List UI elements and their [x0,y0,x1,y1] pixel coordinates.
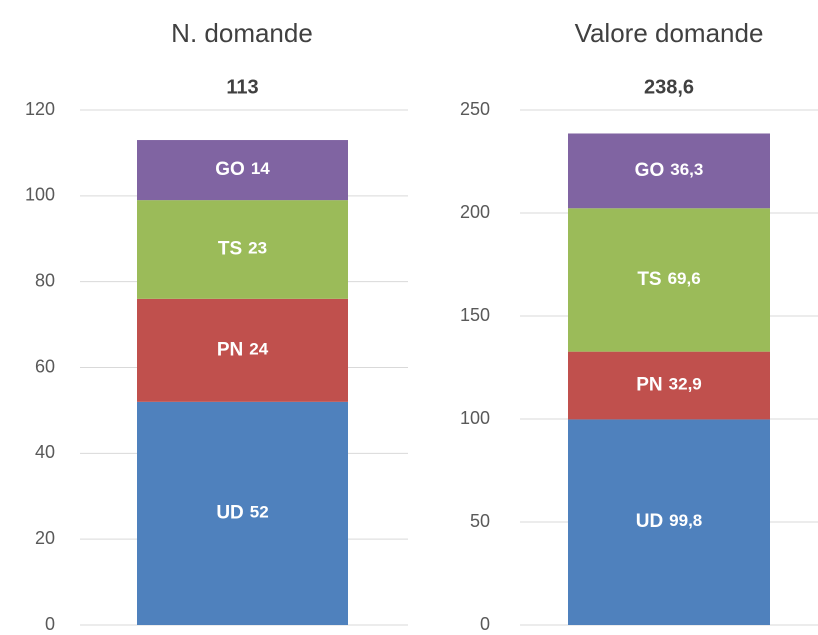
bar-segment [568,351,770,420]
y-tick-label: 250 [460,99,490,119]
total-label: 238,6 [644,76,694,98]
bar-segment [568,208,770,352]
bar-segment [137,140,348,201]
total-label: 113 [226,76,258,98]
data-label: GO 14 [215,159,270,180]
y-tick-label: 20 [35,528,55,548]
bar-segment [137,401,348,625]
bar-segment [137,298,348,402]
series-name: UD [216,502,243,523]
y-tick-label: 200 [460,202,490,222]
y-tick-label: 100 [25,185,55,205]
value-label: 99,8 [669,512,702,531]
y-tick-label: 40 [35,442,55,462]
series-name: TS [218,238,242,259]
chart-title: Valore domande [575,18,764,48]
data-label: GO 36,3 [635,160,704,181]
y-tick-label: 60 [35,356,55,376]
chart-title: N. domande [171,18,313,48]
bar-segment [568,419,770,625]
data-label: UD 99,8 [636,511,703,532]
value-label: 14 [251,160,270,179]
series-name: TS [637,269,661,290]
series-name: GO [635,160,665,181]
value-label: 23 [248,239,267,258]
bar-segment [568,133,770,209]
y-tick-label: 150 [460,305,490,325]
y-tick-label: 50 [470,511,490,531]
data-label: TS 23 [218,238,267,259]
series-name: PN [217,339,243,360]
y-tick-label: 0 [480,614,490,634]
value-label: 52 [250,503,269,522]
data-label: PN 32,9 [636,375,702,396]
y-tick-label: 80 [35,270,55,290]
series-name: UD [636,511,663,532]
value-label: 36,3 [670,160,703,179]
y-tick-label: 100 [460,408,490,428]
data-label: TS 69,6 [637,269,700,290]
y-tick-label: 0 [45,614,55,634]
value-label: 24 [249,340,268,359]
series-name: PN [636,375,662,396]
value-label: 32,9 [669,375,702,394]
data-label: PN 24 [217,339,269,360]
value-label: 69,6 [668,269,701,288]
bar-segment [137,200,348,299]
series-name: GO [215,159,245,180]
y-tick-label: 120 [25,99,55,119]
data-label: UD 52 [216,502,268,523]
